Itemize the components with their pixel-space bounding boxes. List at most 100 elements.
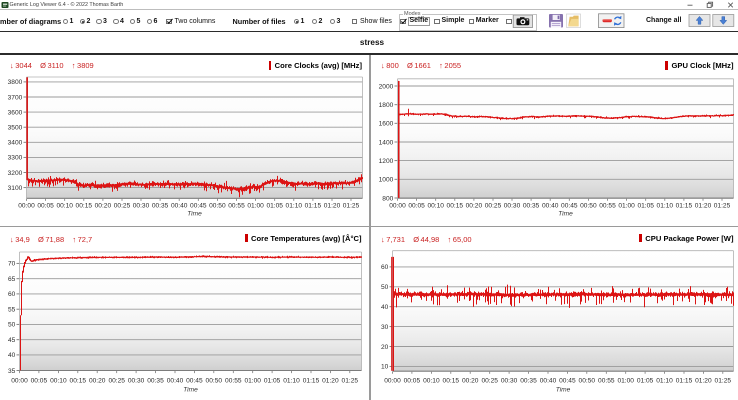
svg-text:01:05: 01:05 [637,203,654,210]
svg-text:00:30: 00:30 [504,203,521,210]
svg-text:00:40: 00:40 [540,377,557,384]
svg-text:00:30: 00:30 [133,203,150,210]
svg-text:50: 50 [8,322,16,329]
svg-text:1000: 1000 [379,177,394,184]
svg-text:01:25: 01:25 [714,203,731,210]
svg-text:01:25: 01:25 [342,377,359,384]
svg-text:00:40: 00:40 [171,203,188,210]
svg-text:01:20: 01:20 [324,203,341,210]
svg-text:00:45: 00:45 [559,377,576,384]
svg-text:800: 800 [382,195,393,202]
svg-text:01:00: 01:00 [247,203,264,210]
svg-text:00:45: 00:45 [190,203,207,210]
svg-text:00:05: 00:05 [408,203,425,210]
svg-text:60: 60 [381,264,389,271]
svg-text:35: 35 [8,368,16,375]
svg-text:00:25: 00:25 [108,377,125,384]
svg-text:01:10: 01:10 [286,203,303,210]
svg-text:01:00: 01:00 [244,377,261,384]
svg-text:00:45: 00:45 [186,377,203,384]
svg-text:00:20: 00:20 [462,377,479,384]
svg-text:01:15: 01:15 [305,203,322,210]
svg-text:3400: 3400 [8,140,23,147]
svg-text:01:05: 01:05 [264,377,281,384]
svg-text:01:10: 01:10 [656,377,673,384]
svg-text:00:00: 00:00 [18,203,35,210]
svg-text:01:25: 01:25 [343,203,360,210]
svg-text:01:25: 01:25 [715,377,732,384]
svg-text:Time: Time [556,386,571,393]
svg-text:00:25: 00:25 [481,377,498,384]
svg-text:01:20: 01:20 [695,203,712,210]
svg-text:00:10: 00:10 [427,203,444,210]
svg-text:01:15: 01:15 [676,377,693,384]
svg-text:00:15: 00:15 [443,377,460,384]
svg-text:50: 50 [381,284,389,291]
svg-text:Time: Time [558,211,573,218]
svg-text:00:35: 00:35 [523,203,540,210]
svg-text:00:25: 00:25 [485,203,502,210]
svg-text:3300: 3300 [8,155,23,162]
svg-text:00:05: 00:05 [37,203,54,210]
svg-text:Time: Time [187,211,202,218]
svg-text:00:20: 00:20 [89,377,106,384]
svg-text:1600: 1600 [379,121,394,128]
svg-text:00:55: 00:55 [599,203,616,210]
svg-text:01:15: 01:15 [676,203,693,210]
svg-text:00:40: 00:40 [542,203,559,210]
svg-text:00:10: 00:10 [50,377,67,384]
svg-text:40: 40 [381,304,389,311]
svg-text:1200: 1200 [379,158,394,165]
svg-text:01:15: 01:15 [303,377,320,384]
svg-text:00:20: 00:20 [466,203,483,210]
svg-text:01:20: 01:20 [322,377,339,384]
svg-text:00:00: 00:00 [11,377,28,384]
svg-text:00:50: 00:50 [206,377,223,384]
svg-text:Time: Time [183,386,198,393]
svg-text:00:25: 00:25 [114,203,131,210]
svg-text:00:10: 00:10 [423,377,440,384]
svg-text:00:15: 00:15 [447,203,464,210]
svg-text:00:35: 00:35 [147,377,164,384]
svg-text:00:50: 00:50 [579,377,596,384]
svg-text:40: 40 [8,352,16,359]
svg-text:1800: 1800 [379,102,394,109]
svg-text:01:10: 01:10 [283,377,300,384]
svg-text:00:15: 00:15 [76,203,93,210]
svg-text:1400: 1400 [379,139,394,146]
svg-text:65: 65 [8,276,16,283]
svg-text:3100: 3100 [8,185,23,192]
svg-text:00:55: 00:55 [228,203,245,210]
svg-text:00:30: 00:30 [501,377,518,384]
svg-text:00:30: 00:30 [128,377,145,384]
svg-text:00:35: 00:35 [520,377,537,384]
svg-text:00:50: 00:50 [580,203,597,210]
svg-text:00:55: 00:55 [225,377,242,384]
svg-text:01:00: 01:00 [617,377,634,384]
svg-text:70: 70 [8,261,16,268]
svg-text:00:05: 00:05 [404,377,421,384]
svg-text:3800: 3800 [8,79,23,86]
svg-text:20: 20 [381,344,389,351]
svg-text:01:10: 01:10 [657,203,674,210]
svg-text:00:45: 00:45 [561,203,578,210]
svg-text:01:20: 01:20 [695,377,712,384]
svg-text:45: 45 [8,337,16,344]
svg-text:01:05: 01:05 [637,377,654,384]
svg-text:30: 30 [381,324,389,331]
svg-text:10: 10 [381,364,389,371]
svg-text:00:20: 00:20 [95,203,112,210]
svg-text:00:40: 00:40 [167,377,184,384]
svg-text:3200: 3200 [8,170,23,177]
svg-text:2000: 2000 [379,83,394,90]
svg-text:60: 60 [8,291,16,298]
svg-text:01:05: 01:05 [266,203,283,210]
svg-text:00:55: 00:55 [598,377,615,384]
svg-text:00:15: 00:15 [70,377,87,384]
svg-text:00:50: 00:50 [209,203,226,210]
svg-text:3500: 3500 [8,125,23,132]
svg-text:55: 55 [8,307,16,314]
svg-text:00:00: 00:00 [389,203,406,210]
svg-text:3700: 3700 [8,94,23,101]
svg-text:01:00: 01:00 [618,203,635,210]
